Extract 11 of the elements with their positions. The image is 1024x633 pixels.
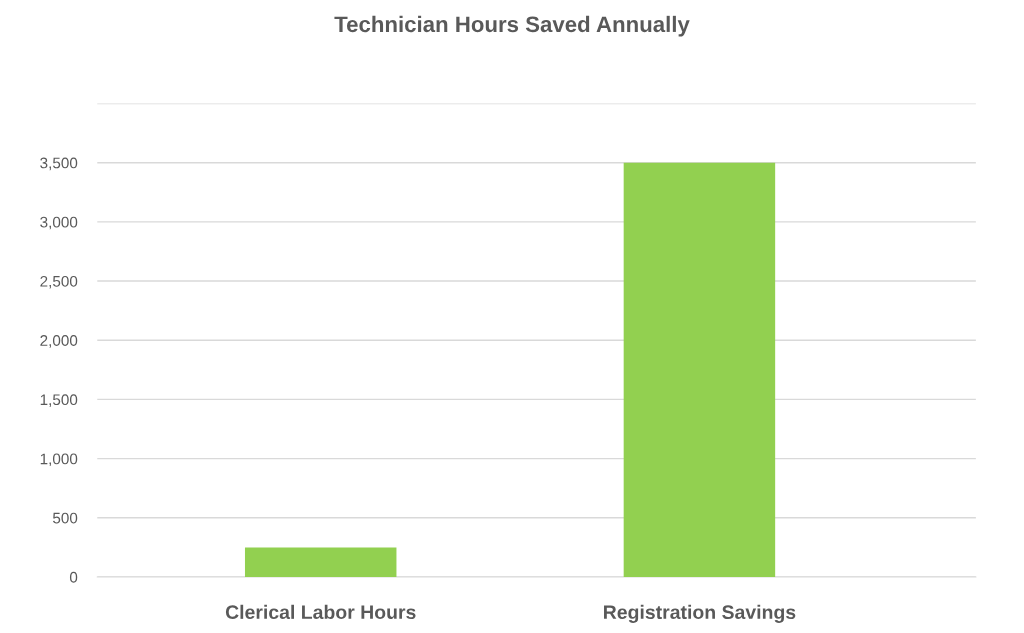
chart-title: Technician Hours Saved Annually [334, 15, 690, 37]
y-tick-label: 0 [69, 571, 78, 583]
x-tick-label: Registration Savings [604, 604, 796, 623]
y-tick-label: 2,000 [40, 335, 78, 348]
x-tick-label: Clerical Labor Hours [225, 604, 416, 620]
y-tick-label: 500 [52, 512, 78, 524]
y-tick-label: 2,500 [40, 275, 78, 289]
y-tick-label: 3,500 [40, 157, 78, 171]
y-tick-label: 3,000 [40, 216, 78, 230]
y-tick-label: 1,500 [40, 394, 78, 407]
y-tick-label: 1,000 [40, 453, 78, 467]
